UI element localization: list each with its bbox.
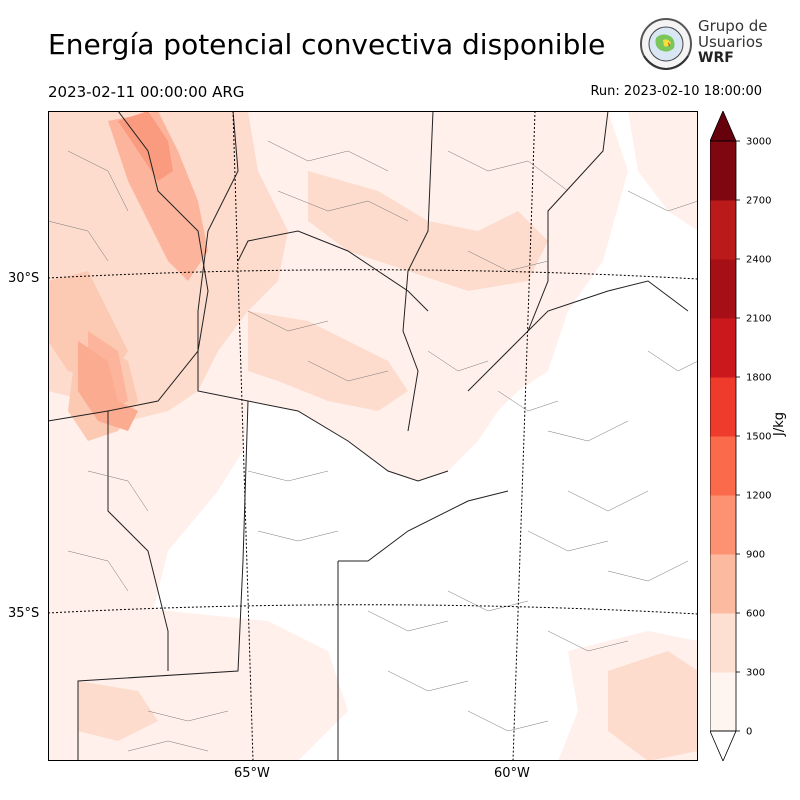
parallel-35s bbox=[48, 604, 698, 615]
graticule bbox=[48, 111, 698, 761]
colorbar-band bbox=[710, 200, 736, 260]
colorbar-band bbox=[710, 377, 736, 437]
colorbar-tick-label: 300 bbox=[746, 668, 765, 679]
map-frame bbox=[48, 111, 698, 761]
colorbar-tick-label: 2400 bbox=[746, 255, 771, 266]
province-boundaries bbox=[48, 111, 689, 761]
meridian-60w bbox=[512, 111, 536, 761]
colorbar-over-triangle bbox=[710, 111, 737, 142]
colorbar-band bbox=[710, 495, 736, 555]
logo-text: Grupo de Usuarios WRF bbox=[698, 18, 768, 66]
colorbar-band bbox=[710, 554, 736, 614]
parallel-30s bbox=[48, 269, 698, 280]
colorbar-tick-label: 600 bbox=[746, 609, 765, 620]
colorbar-tick-label: 1200 bbox=[746, 491, 771, 502]
colorbar-tick-label: 1500 bbox=[746, 432, 771, 443]
colorbar-tick-label: 0 bbox=[746, 727, 752, 738]
colorbar-tick-label: 2700 bbox=[746, 196, 771, 207]
logo-line-2: Usuarios bbox=[698, 33, 763, 51]
lat-label-30s: 30°S bbox=[8, 271, 40, 286]
colorbar-ticks: 0 300 600 900 1200 1500 1800 2100 2400 2700 3000 bbox=[736, 137, 771, 738]
cape-level-1 bbox=[608, 651, 698, 761]
colorbar-band bbox=[710, 318, 736, 378]
cape-map bbox=[48, 111, 698, 761]
colorbar-bands bbox=[710, 111, 737, 761]
colorbar-band bbox=[710, 259, 736, 319]
run-time: Run: 2023-02-10 18:00:00 bbox=[590, 84, 762, 99]
page-title: Energía potencial convectiva disponible bbox=[48, 28, 606, 61]
colorbar-band bbox=[710, 672, 736, 732]
cape-level-1 bbox=[248, 311, 408, 411]
colorbar-tick-label: 3000 bbox=[746, 137, 771, 148]
lat-label-35s: 35°S bbox=[8, 606, 40, 621]
logo-line-1: Grupo de bbox=[698, 17, 768, 35]
colorbar-band bbox=[710, 141, 736, 201]
cape-level-2 bbox=[108, 111, 208, 281]
colorbar-tick-label: 900 bbox=[746, 550, 765, 561]
department-boundaries bbox=[48, 140, 698, 752]
cape-level-0 bbox=[628, 111, 698, 231]
cape-level-1 bbox=[78, 681, 158, 741]
meridian-65w bbox=[232, 111, 254, 761]
wrf-group-logo: Grupo de Usuarios WRF bbox=[638, 16, 788, 72]
logo-line-3: WRF bbox=[698, 50, 734, 66]
colorbar: 0 300 600 900 1200 1500 1800 2100 2400 2700 3000 bbox=[710, 111, 771, 761]
lon-label-60w: 60°W bbox=[494, 766, 530, 781]
colorbar-tick-label: 2100 bbox=[746, 314, 771, 325]
colorbar-under-triangle bbox=[710, 730, 737, 761]
colorbar-tick-label: 1800 bbox=[746, 373, 771, 384]
cape-level-3 bbox=[118, 111, 173, 181]
colorbar-band bbox=[710, 436, 736, 496]
colorbar-unit: J/kg bbox=[772, 412, 787, 436]
lon-label-65w: 65°W bbox=[234, 766, 270, 781]
colorbar-band bbox=[710, 613, 736, 673]
valid-time: 2023-02-11 00:00:00 ARG bbox=[48, 83, 245, 101]
globe-seal-icon bbox=[640, 18, 692, 71]
